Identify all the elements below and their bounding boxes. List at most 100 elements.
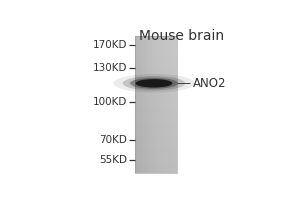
Bar bbox=[135, 118, 177, 119]
Bar bbox=[135, 90, 177, 91]
Bar bbox=[163, 36, 164, 173]
Bar bbox=[135, 112, 177, 113]
Bar bbox=[135, 87, 177, 88]
Ellipse shape bbox=[130, 78, 178, 89]
Bar bbox=[149, 36, 150, 173]
Bar bbox=[135, 88, 177, 89]
Bar bbox=[135, 120, 177, 121]
Bar bbox=[135, 149, 177, 150]
Ellipse shape bbox=[136, 79, 172, 88]
Bar bbox=[135, 36, 136, 173]
Bar bbox=[135, 75, 177, 76]
Bar bbox=[135, 92, 177, 93]
Bar bbox=[135, 109, 177, 110]
Bar bbox=[135, 156, 177, 157]
Bar bbox=[135, 48, 177, 49]
Bar bbox=[135, 40, 177, 41]
Bar bbox=[135, 155, 177, 156]
Bar bbox=[135, 42, 177, 43]
Bar bbox=[167, 36, 168, 173]
Bar bbox=[135, 63, 177, 64]
Bar bbox=[135, 103, 177, 104]
Bar bbox=[135, 106, 177, 107]
Bar bbox=[135, 53, 177, 54]
Bar bbox=[135, 49, 177, 50]
Bar bbox=[148, 36, 149, 173]
Bar bbox=[135, 54, 177, 55]
Bar bbox=[135, 124, 177, 125]
Bar bbox=[137, 36, 138, 173]
Bar bbox=[135, 65, 177, 66]
Bar bbox=[135, 79, 177, 80]
Bar bbox=[135, 82, 177, 83]
Bar bbox=[135, 164, 177, 165]
Bar bbox=[135, 133, 177, 134]
Bar bbox=[135, 105, 177, 106]
Bar bbox=[135, 138, 177, 139]
Bar bbox=[135, 136, 177, 137]
Bar bbox=[135, 151, 177, 152]
Bar bbox=[135, 58, 177, 59]
Bar bbox=[135, 77, 177, 78]
Bar bbox=[165, 36, 166, 173]
Bar bbox=[135, 91, 177, 92]
Bar bbox=[156, 36, 157, 173]
Bar bbox=[135, 114, 177, 115]
Bar bbox=[135, 39, 177, 40]
Bar bbox=[135, 67, 177, 68]
Bar bbox=[135, 161, 177, 162]
Bar bbox=[169, 36, 170, 173]
Bar bbox=[135, 116, 177, 117]
Bar bbox=[140, 36, 141, 173]
Bar bbox=[135, 166, 177, 167]
Bar bbox=[176, 36, 177, 173]
Bar bbox=[135, 122, 177, 123]
Bar bbox=[135, 160, 177, 161]
Bar bbox=[136, 36, 137, 173]
Bar bbox=[135, 69, 177, 70]
Bar bbox=[135, 171, 177, 172]
Bar bbox=[161, 36, 162, 173]
Bar bbox=[138, 36, 139, 173]
Bar bbox=[135, 146, 177, 147]
Bar bbox=[135, 172, 177, 173]
Bar bbox=[170, 36, 171, 173]
Bar bbox=[146, 36, 147, 173]
Bar bbox=[164, 36, 165, 173]
Bar bbox=[135, 142, 177, 143]
Bar bbox=[135, 86, 177, 87]
Bar bbox=[135, 56, 177, 57]
Text: 130KD: 130KD bbox=[92, 63, 127, 73]
Bar bbox=[135, 158, 177, 159]
Bar bbox=[135, 61, 177, 62]
Bar bbox=[135, 36, 177, 173]
Text: 55KD: 55KD bbox=[99, 155, 127, 165]
Bar bbox=[135, 60, 177, 61]
Bar bbox=[135, 153, 177, 154]
Bar bbox=[172, 36, 173, 173]
Bar bbox=[135, 93, 177, 94]
Bar bbox=[135, 64, 177, 65]
Bar bbox=[168, 36, 169, 173]
Bar bbox=[135, 96, 177, 97]
Bar bbox=[135, 130, 177, 131]
Bar bbox=[135, 80, 177, 81]
Bar bbox=[135, 81, 177, 82]
Bar bbox=[135, 125, 177, 126]
Bar bbox=[139, 36, 140, 173]
Bar bbox=[135, 134, 177, 135]
Bar bbox=[135, 131, 177, 132]
Bar bbox=[135, 163, 177, 164]
Bar bbox=[135, 119, 177, 120]
Bar bbox=[135, 101, 177, 102]
Bar bbox=[135, 43, 177, 44]
Bar bbox=[135, 85, 177, 86]
Bar bbox=[135, 126, 177, 127]
Bar bbox=[135, 76, 177, 77]
Bar bbox=[135, 152, 177, 153]
Bar bbox=[157, 36, 158, 173]
Bar bbox=[135, 144, 177, 145]
Bar bbox=[154, 36, 155, 173]
Bar bbox=[135, 47, 177, 48]
Bar bbox=[141, 36, 142, 173]
